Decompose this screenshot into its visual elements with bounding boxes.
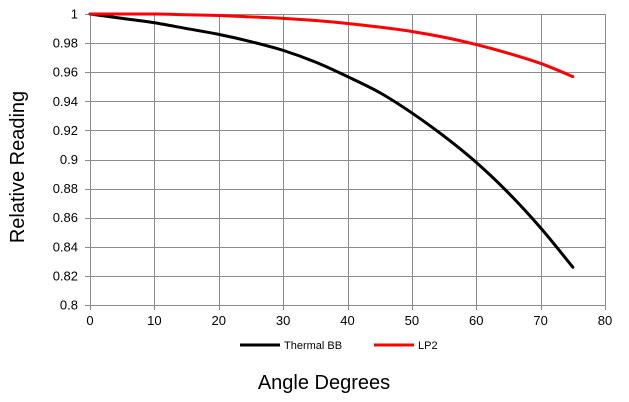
y-tick-label: 0.9 <box>60 152 78 167</box>
y-tick-label: 0.92 <box>53 123 78 138</box>
x-tick-label: 0 <box>86 313 93 328</box>
x-tick-label: 70 <box>533 313 547 328</box>
x-tick-labels: 0 10 20 30 40 50 60 70 80 <box>86 313 612 328</box>
x-tick-label: 10 <box>147 313 161 328</box>
series-line-lp2 <box>88 12 575 79</box>
y-tick-label: 1 <box>71 7 78 22</box>
y-tick-label: 0.98 <box>53 36 78 51</box>
x-tick-label: 80 <box>598 313 612 328</box>
series-line-thermal-bb <box>88 12 575 269</box>
y-tick-label: 0.84 <box>53 239 78 254</box>
legend-label-thermal-bb: Thermal BB <box>284 340 342 352</box>
y-tick-label: 0.96 <box>53 65 78 80</box>
x-tick-label: 50 <box>405 313 419 328</box>
y-tick-labels: 0.8 0.82 0.84 0.86 0.88 0.9 0.92 0.94 0.96 0.98 1 <box>53 7 78 313</box>
y-tick-label: 0.82 <box>53 268 78 283</box>
legend: Thermal BB LP2 <box>240 340 438 352</box>
legend-label-lp2: LP2 <box>418 340 438 352</box>
y-tick-label: 0.8 <box>60 298 78 313</box>
y-tick-label: 0.88 <box>53 181 78 196</box>
x-tick-label: 20 <box>212 313 226 328</box>
x-axis-title: Angle Degrees <box>258 372 390 394</box>
x-tick-label: 60 <box>469 313 483 328</box>
x-tick-label: 40 <box>340 313 354 328</box>
series-lines <box>88 12 575 269</box>
y-tick-label: 0.94 <box>53 94 78 109</box>
plot-frame <box>90 14 606 306</box>
x-tick-label: 30 <box>276 313 290 328</box>
axes <box>85 14 606 310</box>
y-tick-label: 0.86 <box>53 210 78 225</box>
y-axis-title: Relative Reading <box>7 91 29 243</box>
